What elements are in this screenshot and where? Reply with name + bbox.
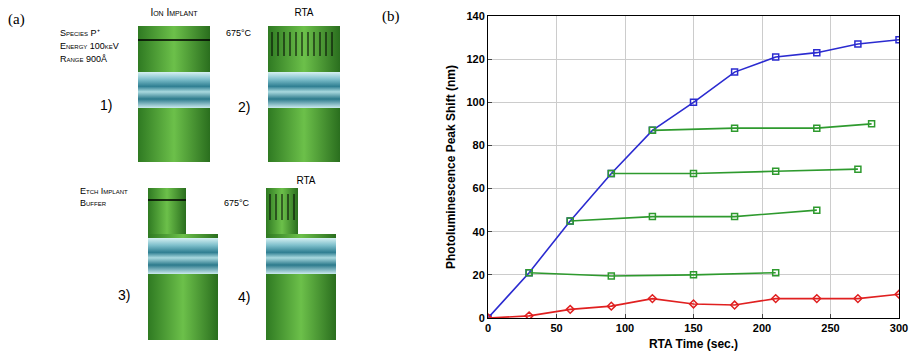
svg-text:100: 100 — [466, 96, 484, 108]
svg-text:140: 140 — [466, 10, 484, 22]
svg-text:Species P⁺: Species P⁺ — [60, 28, 100, 38]
html-text:(b): (b) — [382, 8, 400, 24]
svg-text:0: 0 — [485, 322, 491, 334]
svg-text:RTA: RTA — [296, 175, 315, 186]
svg-text:Ion Implant: Ion Implant — [150, 7, 198, 18]
svg-text:RTA Time (sec.): RTA Time (sec.) — [649, 337, 738, 351]
svg-text:3): 3) — [118, 287, 130, 303]
svg-text:2): 2) — [238, 99, 250, 115]
svg-text:150: 150 — [684, 322, 702, 334]
svg-text:Buffer: Buffer — [80, 198, 107, 208]
svg-text:80: 80 — [473, 139, 485, 151]
svg-text:250: 250 — [821, 322, 839, 334]
svg-text:300: 300 — [890, 322, 908, 334]
svg-text:675°C: 675°C — [224, 198, 250, 208]
svg-text:120: 120 — [466, 53, 484, 65]
svg-text:Energy 100keV: Energy 100keV — [60, 41, 119, 51]
svg-text:Range 900Å: Range 900Å — [60, 54, 107, 64]
svg-text:40: 40 — [473, 226, 485, 238]
svg-text:100: 100 — [616, 322, 634, 334]
svg-text:Photoluminescence Peak Shift (: Photoluminescence Peak Shift (nm) — [444, 65, 458, 269]
svg-text:(a): (a) — [8, 11, 25, 28]
svg-text:RTA: RTA — [294, 7, 313, 18]
svg-text:60: 60 — [473, 182, 485, 194]
svg-text:50: 50 — [550, 322, 562, 334]
svg-text:0: 0 — [479, 312, 485, 324]
svg-text:4): 4) — [238, 289, 250, 305]
svg-text:Etch Implant: Etch Implant — [80, 186, 128, 196]
svg-text:1): 1) — [100, 97, 112, 113]
svg-text:20: 20 — [473, 269, 485, 281]
svg-text:200: 200 — [753, 322, 771, 334]
svg-text:675°C: 675°C — [226, 28, 252, 38]
